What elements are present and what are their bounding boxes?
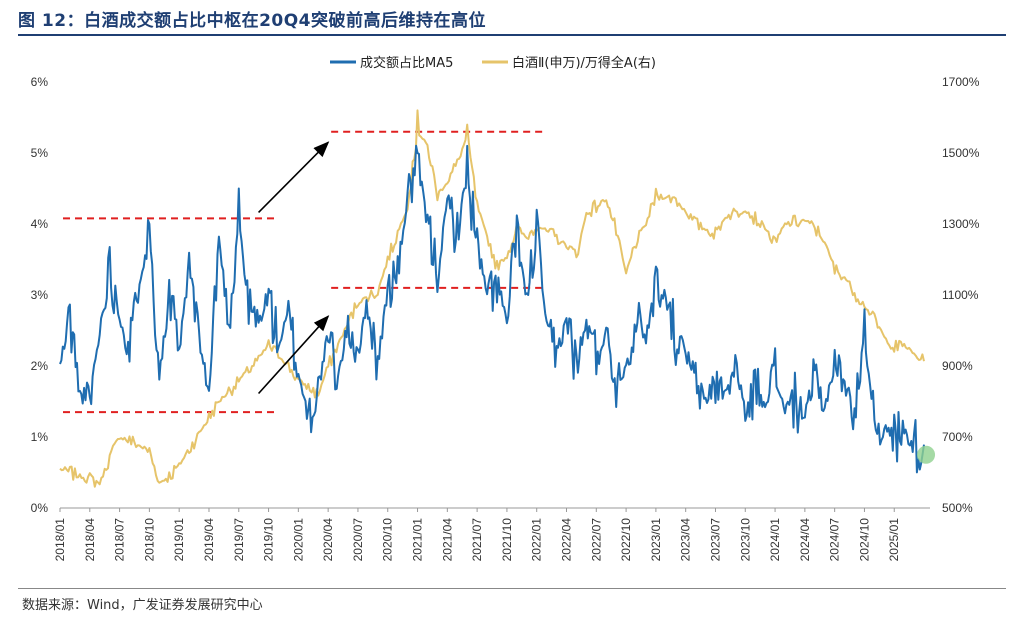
- x-tick-label: 2019/04: [202, 518, 216, 562]
- x-tick-label: 2018/04: [83, 518, 97, 562]
- y-left-tick-label: 2%: [31, 359, 49, 373]
- x-tick-label: 2019/01: [172, 518, 186, 562]
- x-tick-label: 2024/01: [768, 518, 782, 562]
- source-note: 数据来源：Wind，广发证券发展研究中心: [22, 598, 263, 613]
- y-left-tick-label: 5%: [31, 146, 49, 160]
- y-left-tick-label: 4%: [31, 217, 49, 231]
- x-tick-label: 2021/04: [440, 518, 454, 562]
- x-tick-label: 2019/07: [232, 518, 246, 562]
- x-tick-label: 2025/01: [887, 518, 901, 562]
- series-line-baijiu-ratio: [59, 109, 925, 488]
- y-right-tick-label: 700%: [942, 430, 973, 444]
- x-tick-label: 2021/07: [470, 518, 484, 562]
- x-tick-label: 2022/01: [530, 518, 544, 562]
- y-left-tick-label: 0%: [31, 501, 49, 515]
- y-right-tick-label: 500%: [942, 501, 973, 515]
- x-tick-label: 2022/10: [619, 518, 633, 562]
- source-rule: [18, 588, 1006, 589]
- x-tick-label: 2023/04: [679, 518, 693, 562]
- annotation-arrow: [257, 141, 330, 214]
- x-tick-label: 2018/01: [53, 518, 67, 562]
- x-tick-label: 2023/07: [708, 518, 722, 562]
- x-tick-label: 2023/10: [738, 518, 752, 562]
- x-tick-label: 2018/10: [142, 518, 156, 562]
- x-tick-label: 2022/07: [589, 518, 603, 562]
- x-tick-label: 2022/04: [560, 518, 574, 562]
- y-left-tick-label: 1%: [31, 430, 49, 444]
- y-right-tick-label: 1100%: [942, 288, 979, 302]
- x-tick-label: 2020/04: [321, 518, 335, 562]
- title-rule: [18, 34, 1006, 36]
- y-right-tick-label: 1500%: [942, 146, 980, 160]
- x-tick-label: 2020/10: [381, 518, 395, 562]
- x-tick-label: 2023/01: [649, 518, 663, 562]
- x-tick-label: 2019/10: [262, 518, 276, 562]
- series-line-share-ma5: [59, 144, 925, 474]
- y-right-tick-label: 1700%: [942, 75, 980, 89]
- reference-lines: [63, 130, 543, 414]
- legend-label-share-ma5: 成交额占比MA5: [360, 55, 453, 71]
- axis-right-ticks: 500% 700% 900% 1100% 1300% 1500% 1700%: [942, 75, 980, 515]
- legend-label-baijiu-ratio: 白酒Ⅱ(申万)/万得全A(右): [512, 55, 656, 71]
- y-right-tick-label: 900%: [942, 359, 973, 373]
- x-tick-label: 2024/04: [798, 518, 812, 562]
- annotations: [257, 141, 936, 464]
- x-tick-label: 2024/10: [857, 518, 871, 562]
- axis-x-ticks: 2018/01 2018/04 2018/07 2018/10 2019/01 2019/…: [53, 508, 901, 561]
- legend: 成交额占比MA5 白酒Ⅱ(申万)/万得全A(右): [330, 55, 656, 71]
- y-left-tick-label: 6%: [31, 75, 49, 89]
- x-tick-label: 2018/07: [113, 518, 127, 562]
- x-tick-label: 2021/01: [411, 518, 425, 562]
- x-tick-label: 2024/07: [828, 518, 842, 562]
- x-tick-label: 2020/01: [291, 518, 305, 562]
- endpoint-marker: [917, 445, 936, 464]
- axis-left-ticks: 0% 1% 2% 3% 4% 5% 6%: [31, 75, 49, 515]
- annotation-arrow: [257, 315, 330, 395]
- x-tick-label: 2020/07: [351, 518, 365, 562]
- figure-title: 图 12：白酒成交额占比中枢在20Q4突破前高后维持在高位: [18, 11, 487, 31]
- y-left-tick-label: 3%: [31, 288, 49, 302]
- y-right-tick-label: 1300%: [942, 217, 980, 231]
- x-tick-label: 2021/10: [500, 518, 514, 562]
